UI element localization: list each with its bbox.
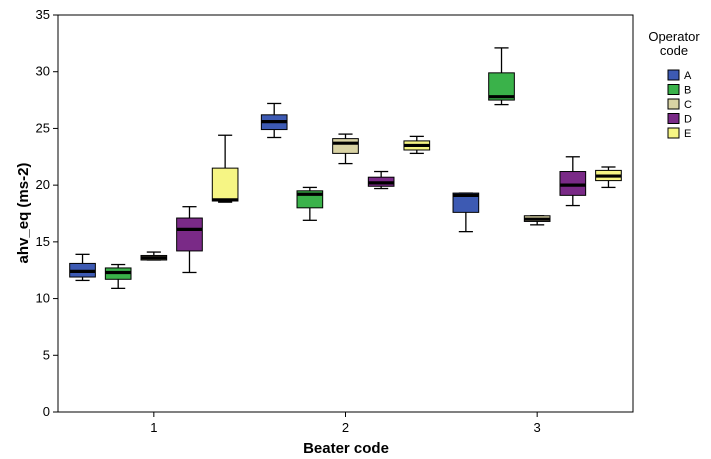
legend-swatch — [667, 84, 680, 95]
legend-label: D — [684, 114, 692, 126]
box-1-C — [140, 251, 168, 261]
y-tick-label: 35 — [36, 7, 50, 22]
box-3-B — [488, 47, 515, 106]
box-body — [559, 171, 587, 196]
legend-swatch — [667, 98, 680, 110]
x-tick-label: 1 — [150, 420, 157, 435]
box-2-C — [332, 133, 359, 165]
legend-label: C — [684, 99, 692, 111]
legend-item-D: D — [667, 113, 692, 126]
y-tick-label: 0 — [43, 404, 50, 419]
legend-item-E: E — [667, 127, 691, 140]
box-body — [332, 138, 359, 154]
box-body — [452, 192, 480, 213]
box-body — [211, 167, 239, 202]
legend-swatch — [667, 113, 680, 124]
legend-swatch — [667, 127, 680, 139]
legend-item-B: B — [667, 84, 691, 97]
box-1-E — [211, 134, 239, 203]
box-1-B — [104, 263, 132, 290]
box-2-B — [296, 186, 324, 221]
legend-item-A: A — [667, 69, 692, 82]
legend-label: B — [684, 85, 691, 97]
legend-label: A — [684, 70, 692, 82]
box-series — [69, 47, 622, 290]
plot-area — [57, 14, 634, 413]
legend-label: E — [684, 128, 691, 140]
legend-item-C: C — [667, 98, 692, 111]
y-tick-label: 20 — [36, 177, 50, 192]
x-axis: 1 2 3 — [150, 412, 541, 435]
y-tick-label: 30 — [36, 64, 50, 79]
box-3-A — [452, 192, 480, 233]
y-tick-label: 10 — [36, 291, 50, 306]
x-tick-label: 3 — [534, 420, 541, 435]
box-1-D — [176, 206, 203, 274]
box-1-A — [69, 253, 96, 282]
box-3-C — [523, 215, 551, 226]
box-3-D — [559, 156, 587, 207]
y-axis: 0 5 10 15 20 25 30 35 — [36, 7, 58, 419]
box-3-E — [595, 166, 622, 189]
y-tick-label: 5 — [43, 347, 50, 362]
box-2-D — [367, 170, 395, 190]
box-2-A — [260, 102, 288, 139]
y-tick-label: 25 — [36, 120, 50, 135]
y-axis-title: ahv_eq (ms-2) — [15, 163, 32, 264]
legend-swatch — [667, 69, 680, 81]
box-2-E — [403, 135, 431, 155]
legend-title-line-1: Operator — [648, 29, 700, 44]
x-axis-title: Beater code — [303, 440, 389, 457]
y-tick-label: 15 — [36, 234, 50, 249]
legend-title-line-2: code — [660, 43, 688, 58]
x-tick-label: 2 — [342, 420, 349, 435]
box-body — [176, 217, 203, 252]
